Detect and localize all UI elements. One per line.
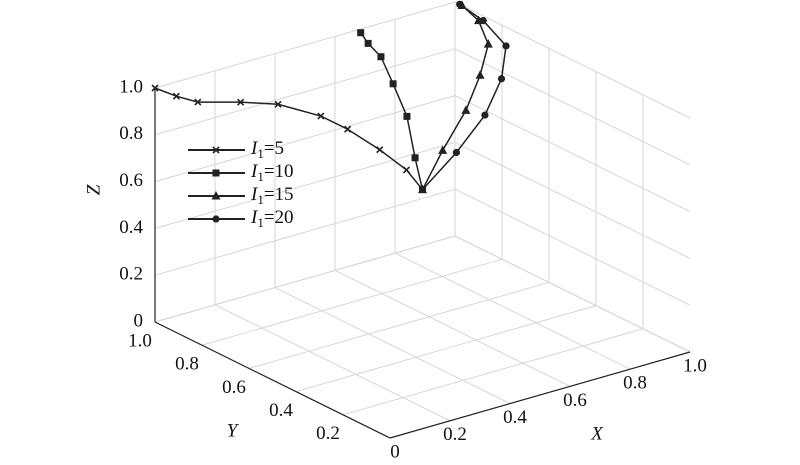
grid-line: [154, 48, 456, 136]
y-axis-title: Y: [227, 420, 240, 441]
series-line: [154, 87, 424, 191]
grid-line: [454, 48, 691, 166]
legend-label: I1=15: [250, 184, 294, 207]
legend-subscript: 1: [257, 169, 264, 184]
grid-line: [342, 328, 644, 416]
legend-value: =15: [264, 184, 294, 205]
z-tick-label: 1.0: [119, 76, 143, 97]
y-tick-label: 0.6: [222, 377, 246, 398]
grid-line: [334, 269, 571, 387]
y-tick-label: 0.4: [269, 400, 293, 421]
legend-label: I1=10: [250, 161, 294, 184]
y-tick-label: 1.0: [128, 330, 152, 351]
marker: [461, 105, 471, 114]
marker: [497, 75, 506, 83]
marker: [212, 146, 220, 154]
marker: [475, 70, 485, 79]
grid-line: [201, 258, 503, 346]
grid-line: [454, 188, 691, 306]
x-tick-label: 0.6: [563, 390, 587, 411]
grid-line: [274, 287, 511, 405]
marker: [418, 185, 427, 194]
series-line: [360, 32, 424, 190]
marker: [402, 166, 411, 174]
marker: [411, 154, 419, 162]
legend-symbol: I: [250, 138, 259, 159]
marker: [212, 169, 220, 177]
marker: [317, 112, 325, 120]
y-tick-label: 0.8: [175, 354, 199, 375]
grid-line: [454, 1, 691, 119]
marker: [376, 146, 384, 154]
marker: [344, 125, 352, 133]
marker: [479, 17, 487, 25]
y-tick-label: 0.2: [316, 423, 340, 444]
marker: [502, 42, 510, 50]
grid-line: [214, 304, 451, 422]
z-tick-label: 0: [134, 310, 144, 331]
grid-line: [248, 281, 550, 369]
marker: [452, 148, 460, 157]
marker: [483, 39, 493, 48]
legend-value: =20: [264, 207, 294, 228]
marker: [211, 191, 221, 200]
grid-line: [154, 1, 456, 89]
y-axis: [154, 321, 391, 439]
marker: [456, 0, 464, 8]
marker: [389, 80, 397, 88]
grid-line: [154, 235, 456, 323]
z-tick-label: 0.8: [119, 123, 143, 144]
legend-value: =10: [264, 161, 294, 182]
marker: [274, 100, 282, 108]
x-tick-label: 0.8: [623, 373, 647, 394]
legend-symbol: I: [250, 207, 259, 228]
grid-line: [154, 95, 456, 183]
marker: [194, 98, 202, 106]
legend-subscript: 1: [257, 192, 264, 207]
x-axis: [389, 351, 691, 439]
marker: [172, 92, 180, 100]
legend-symbol: I: [250, 161, 259, 182]
grid-line: [394, 252, 631, 370]
grid-line: [454, 235, 691, 353]
marker: [377, 53, 385, 61]
marker: [438, 145, 448, 154]
grid-line: [454, 141, 691, 259]
grid-line: [295, 305, 597, 393]
z-tick-label: 0.6: [119, 170, 143, 191]
z-tick-label: 0.2: [119, 264, 143, 285]
x-tick-label: 0.2: [443, 424, 467, 445]
marker: [237, 98, 245, 106]
legend-subscript: 1: [257, 146, 264, 161]
legend-subscript: 1: [257, 215, 264, 230]
x-tick-label: 0.4: [503, 407, 527, 428]
marker: [403, 112, 411, 120]
grid-line: [154, 188, 456, 276]
legend-label: I1=5: [250, 138, 284, 161]
z-axis-title: Z: [83, 184, 104, 195]
x-tick-label: 0: [390, 441, 400, 462]
legend-label: I1=20: [250, 207, 294, 230]
marker: [357, 29, 365, 37]
marker: [481, 111, 489, 119]
z-tick-label: 0.4: [119, 217, 143, 238]
marker: [212, 215, 220, 223]
x-tick-label: 1.0: [683, 355, 707, 376]
legend-symbol: I: [250, 184, 259, 205]
marker: [151, 84, 159, 92]
marker: [364, 39, 372, 47]
grid-line: [154, 141, 456, 229]
x-axis-title: X: [590, 423, 604, 444]
grid-line: [454, 95, 691, 213]
legend-value: =5: [264, 138, 284, 159]
